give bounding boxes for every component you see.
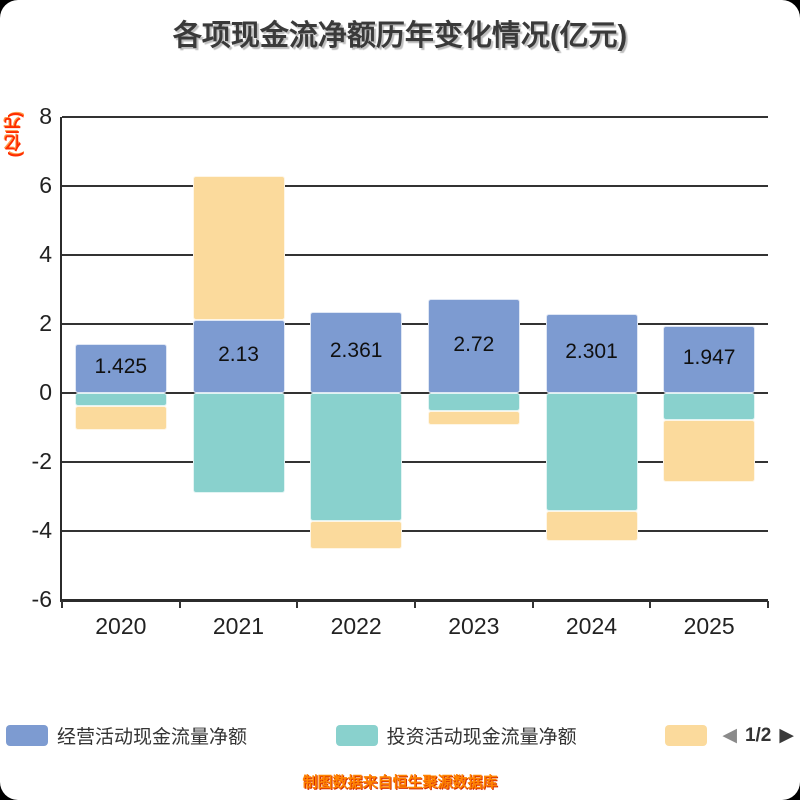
bar-segment-2022-s0	[310, 311, 403, 393]
gridline	[62, 185, 768, 187]
legend-item-financing: ◀ 1/2 ▶	[665, 725, 794, 747]
next-page-icon[interactable]: ▶	[779, 725, 794, 746]
gridline	[62, 392, 768, 394]
gridline	[62, 530, 768, 532]
bar-segment-2022-s1	[310, 393, 403, 521]
y-tick-label: -4	[31, 517, 52, 543]
bar-value-label: 1.947	[682, 346, 736, 370]
legend-label-operating: 经营活动现金流量净额	[57, 727, 248, 748]
bar-segment-2024-s0	[545, 313, 638, 393]
x-tick	[414, 601, 416, 608]
y-tick-label: 4	[39, 241, 52, 267]
bar-segment-2021-s1	[192, 393, 285, 494]
bar-segment-2023-s0	[427, 299, 520, 393]
legend-label-investing: 投资活动现金流量净额	[386, 727, 577, 748]
bar-value-label: 2.361	[329, 339, 383, 363]
y-tick-label: 8	[39, 103, 52, 129]
page-indicator: 1/2	[744, 724, 772, 746]
bar-segment-2022-s2	[310, 520, 403, 549]
prev-page-icon[interactable]: ◀	[722, 725, 737, 746]
x-tick-label: 2024	[565, 613, 618, 639]
x-tick	[767, 601, 769, 608]
x-tick-label: 2021	[212, 613, 265, 639]
bar-segment-2024-s1	[545, 393, 638, 511]
plot-area: 8 6 4 2 0 -2 -4 -6 2020 2021 2022 2023 2024 2025 1.425…	[32, 103, 769, 639]
bar-segment-2020-s2	[74, 406, 167, 430]
chart-title: 各项现金流净额历年变化情况(亿元)	[172, 20, 628, 52]
bar-segment-2023-s2	[427, 410, 520, 426]
bar-value-label: 2.301	[565, 340, 618, 364]
x-tick	[649, 601, 652, 608]
y-tick-label: 2	[39, 310, 52, 336]
bar-value-label: 1.425	[94, 355, 148, 379]
bar-segment-2021-s2	[192, 176, 285, 320]
bar-value-label: 2.72	[453, 333, 495, 357]
y-tick-label: -6	[31, 586, 52, 612]
gridline	[62, 461, 768, 463]
gridline	[62, 116, 768, 118]
y-axis-line	[60, 117, 62, 602]
y-tick-label: 0	[39, 379, 52, 405]
legend-swatch-financing	[665, 725, 708, 746]
x-tick-label: 2022	[330, 613, 382, 639]
x-tick	[296, 601, 299, 608]
x-tick	[61, 601, 63, 608]
x-tick-label: 2020	[95, 613, 147, 639]
bar-value-label: 2.13	[218, 343, 259, 367]
gridline	[62, 254, 768, 256]
bar-segment-2023-s1	[427, 393, 520, 411]
legend-item-operating: 经营活动现金流量净额	[6, 722, 247, 749]
legend-swatch-operating	[6, 725, 48, 746]
y-tick-label: 6	[39, 172, 52, 198]
y-tick-label: -2	[31, 448, 52, 474]
x-tick	[531, 601, 534, 608]
bar-segment-2021-s0	[192, 319, 285, 393]
bar-segment-2024-s2	[545, 510, 638, 542]
legend: 经营活动现金流量净额 投资活动现金流量净额 ◀ 1/2 ▶	[0, 722, 800, 749]
data-source-note: 制图数据来自恒生聚源数据库	[302, 774, 498, 791]
bar-segment-2020-s0	[74, 343, 167, 393]
legend-swatch-investing	[335, 725, 378, 746]
gridline	[62, 599, 768, 602]
x-tick-label: 2023	[448, 613, 500, 639]
gridline	[62, 323, 768, 325]
x-tick	[178, 601, 181, 608]
bar-segment-2020-s1	[74, 393, 167, 407]
bar-segment-2025-s1	[663, 393, 756, 420]
bar-segment-2025-s0	[663, 325, 756, 393]
legend-item-investing: 投资活动现金流量净额	[335, 722, 577, 749]
bar-segment-2025-s2	[663, 419, 756, 482]
legend-pager: ◀ 1/2 ▶	[722, 725, 794, 747]
x-tick-label: 2025	[683, 613, 735, 639]
